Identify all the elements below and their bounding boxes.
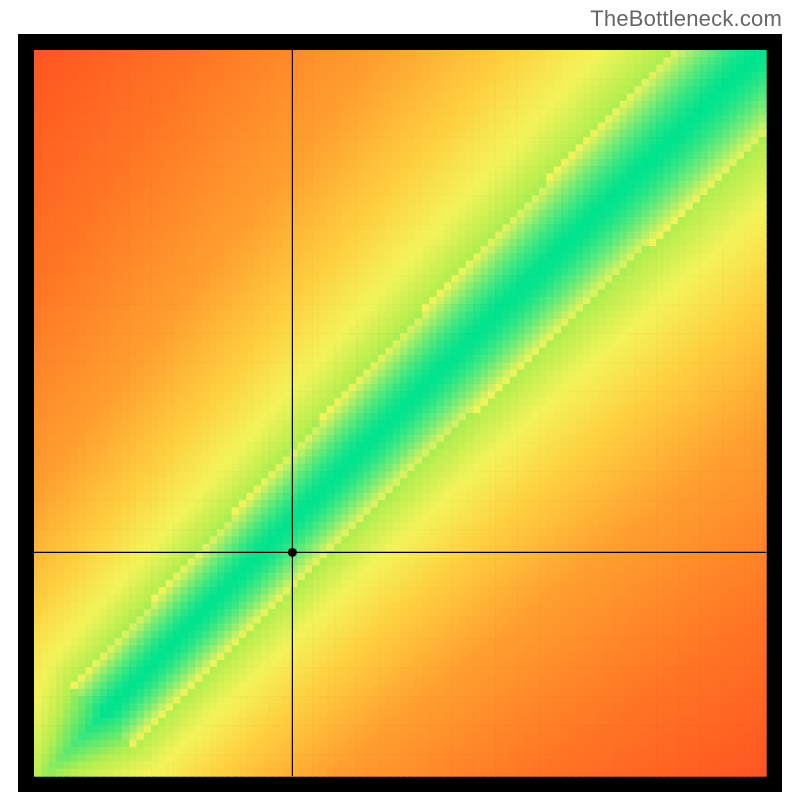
- watermark-text: TheBottleneck.com: [590, 6, 782, 32]
- bottleneck-heatmap: [18, 34, 782, 792]
- container: TheBottleneck.com: [0, 0, 800, 800]
